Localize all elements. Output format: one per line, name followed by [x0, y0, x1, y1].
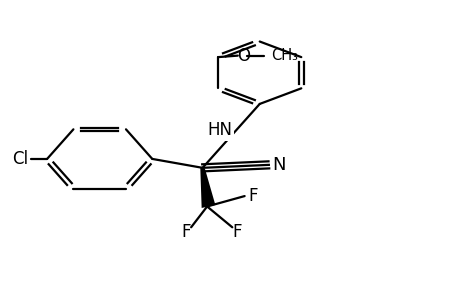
Text: F: F	[232, 223, 241, 241]
Text: F: F	[247, 187, 257, 205]
Text: O: O	[236, 46, 249, 64]
Polygon shape	[200, 167, 215, 208]
Text: HN: HN	[207, 121, 232, 139]
Text: Cl: Cl	[12, 150, 28, 168]
Text: F: F	[181, 223, 191, 241]
Text: CH₃: CH₃	[270, 48, 297, 63]
Text: N: N	[272, 156, 285, 174]
